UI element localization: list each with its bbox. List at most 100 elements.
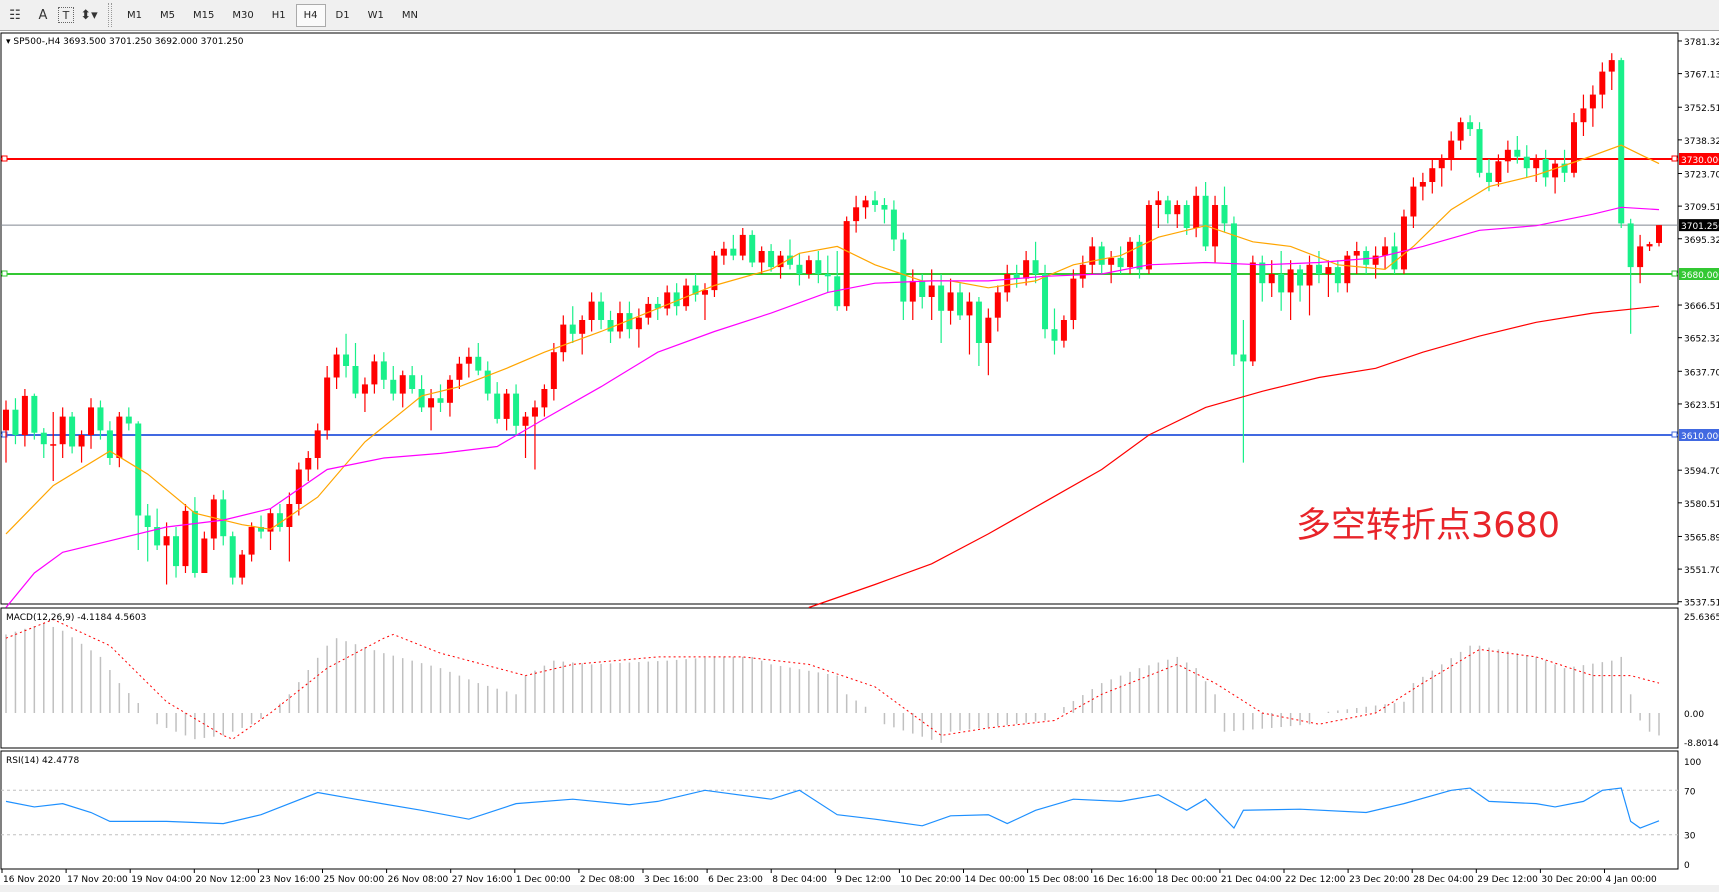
- candle-bullish: [1372, 255, 1379, 265]
- timeframe-h4[interactable]: H4: [295, 3, 326, 27]
- timeframe-m1[interactable]: M1: [127, 9, 142, 21]
- time-axis-label: 4 Jan 00:00: [1606, 875, 1658, 885]
- candle-bullish: [267, 513, 274, 532]
- candle-bearish: [598, 301, 605, 320]
- candle-bullish: [1193, 195, 1200, 228]
- timeframe-m30[interactable]: M30: [232, 9, 254, 21]
- candle-bearish: [390, 379, 397, 394]
- candle-bearish: [229, 536, 236, 578]
- candle-bearish: [796, 264, 803, 274]
- candle-bullish: [985, 317, 992, 343]
- candle-bearish: [12, 409, 19, 435]
- candle-bullish: [739, 234, 746, 256]
- candle-bullish: [446, 379, 453, 403]
- macd-signal-line: [5, 618, 1660, 740]
- time-axis-label: 9 Dec 12:00: [836, 875, 891, 885]
- price-axis-label: 3594.700: [1684, 467, 1719, 477]
- timeframe-mn[interactable]: MN: [401, 9, 418, 21]
- arrows-icon[interactable]: ⬍▾: [80, 7, 98, 23]
- timeframe-w1[interactable]: W1: [367, 9, 384, 21]
- candle-bearish: [106, 430, 113, 458]
- candle-bullish: [1599, 71, 1606, 95]
- candle-bullish: [1637, 246, 1644, 268]
- candle-bearish: [220, 499, 227, 537]
- rsi-axis-label: 100: [1684, 758, 1701, 768]
- candle-bearish: [409, 375, 416, 389]
- timeframe-d1[interactable]: D1: [335, 9, 350, 21]
- level-price-tag: [1679, 219, 1719, 232]
- candle-bullish: [1023, 260, 1030, 279]
- candle-bearish: [1183, 205, 1190, 228]
- candle-bearish: [97, 407, 104, 431]
- candle-bearish: [135, 423, 142, 516]
- candle-bearish: [975, 301, 982, 343]
- rsi-axis-label: 70: [1684, 787, 1696, 797]
- candle-bearish: [654, 303, 661, 309]
- time-axis-label: 3 Dec 16:00: [644, 875, 699, 885]
- candle-bearish: [569, 324, 576, 334]
- rsi-axis-label: 30: [1684, 832, 1696, 842]
- grid-icon[interactable]: ☷: [9, 7, 21, 23]
- candle-bearish: [1240, 354, 1247, 362]
- time-axis-label: 1 Dec 00:00: [516, 875, 571, 885]
- candle-bullish: [635, 317, 642, 330]
- timeframe-m5[interactable]: M5: [160, 9, 175, 21]
- price-axis-label: 3565.890: [1684, 533, 1719, 543]
- candle-bearish: [31, 395, 38, 433]
- candle-bullish: [163, 536, 170, 546]
- candle-bullish: [503, 393, 510, 419]
- price-axis-label: 3637.700: [1684, 368, 1719, 378]
- moving-average-line-0: [5, 144, 1660, 535]
- text-label-icon[interactable]: T: [58, 7, 74, 23]
- candle-bearish: [1013, 274, 1020, 279]
- time-axis-label: 16 Nov 2020: [3, 875, 61, 885]
- moving-average-line-2: [808, 305, 1660, 609]
- candle-bearish: [890, 209, 897, 240]
- candle-bullish: [295, 469, 302, 504]
- candle-bearish: [1042, 274, 1049, 330]
- candle-bullish: [966, 301, 973, 316]
- candle-bullish: [1306, 264, 1313, 286]
- candle-bullish: [1495, 161, 1502, 182]
- timeframe-h1[interactable]: H1: [271, 9, 286, 21]
- candle-bullish: [248, 527, 255, 555]
- candle-bearish: [40, 432, 47, 445]
- candle-bullish: [78, 435, 85, 447]
- candle-bullish: [862, 200, 869, 208]
- candle-bullish: [1353, 251, 1360, 256]
- time-axis-label: 10 Dec 20:00: [900, 875, 961, 885]
- time-axis-label: 22 Dec 12:00: [1285, 875, 1346, 885]
- candle-bearish: [258, 527, 265, 532]
- time-axis-label: 25 Nov 00:00: [324, 875, 385, 885]
- rsi-label: RSI(14) 42.4778: [6, 756, 79, 766]
- candle-bullish: [711, 255, 718, 291]
- candle-bearish: [900, 239, 907, 302]
- candle-bearish: [494, 393, 501, 419]
- candle-bearish: [418, 389, 425, 408]
- candle-bullish: [1070, 278, 1077, 320]
- candle-bearish: [1542, 159, 1549, 178]
- candle-bullish: [324, 377, 331, 431]
- candle-bearish: [692, 285, 699, 295]
- candle-bearish: [1627, 223, 1634, 268]
- candle-bullish: [1060, 320, 1067, 341]
- candle-bullish: [1089, 246, 1096, 265]
- candle-bullish: [531, 407, 538, 417]
- candle-bearish: [1485, 172, 1492, 182]
- price-axis-label: 3723.700: [1684, 170, 1719, 180]
- candle-bullish: [371, 361, 378, 385]
- price-axis-label: 3709.510: [1684, 203, 1719, 213]
- candle-bearish: [872, 200, 879, 205]
- candle-bullish: [1212, 205, 1219, 247]
- timeframe-m15[interactable]: M15: [193, 9, 215, 21]
- candle-bullish: [1174, 205, 1181, 215]
- level-price-label: 3610.000: [1681, 432, 1719, 442]
- text-a-icon[interactable]: A: [38, 7, 48, 23]
- candle-bullish: [541, 389, 548, 408]
- candle-bullish: [1589, 94, 1596, 109]
- candle-bearish: [1221, 205, 1228, 224]
- moving-average-line-1: [5, 206, 1660, 608]
- time-axis-label: 26 Nov 08:00: [388, 875, 449, 885]
- toolbar-separator: [108, 3, 112, 27]
